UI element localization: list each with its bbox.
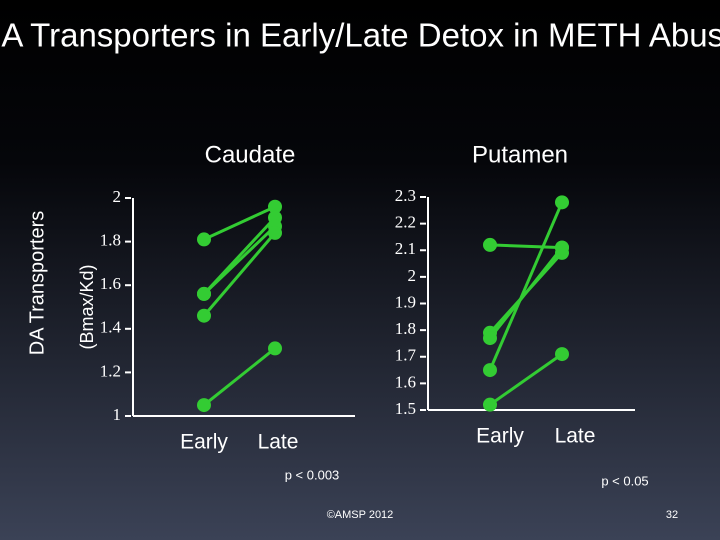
point: [483, 237, 497, 252]
y-tick-label: 1.2: [100, 361, 121, 380]
page-number: 32: [666, 509, 678, 521]
series-line: [203, 347, 276, 407]
y-tick-label: 2: [408, 266, 417, 285]
point: [483, 363, 497, 378]
point: [555, 195, 569, 210]
x-tick-label: Early: [476, 425, 524, 448]
y-tick-label: 1.6: [100, 274, 121, 293]
point: [555, 347, 569, 362]
y-tick-label: 1.8: [100, 231, 121, 250]
y-tick-label: 2.2: [395, 213, 416, 232]
y-tick-label: 2.1: [395, 239, 416, 258]
series-line: [489, 243, 563, 250]
outer-y-label: DA Transporters: [26, 211, 48, 356]
series-line: [488, 201, 564, 371]
y-tick-label: 2: [113, 187, 122, 206]
y-tick-label: 1.4: [100, 318, 122, 337]
y-tick-label: 2.3: [395, 186, 416, 205]
y-tick-label: 1: [113, 405, 122, 424]
point: [268, 199, 282, 214]
series-line: [488, 246, 564, 340]
slide-title: DA Transporters in Early/Late Detox in M…: [0, 17, 720, 54]
point: [197, 286, 211, 301]
point: [555, 240, 569, 255]
annotation: p < 0.05: [601, 473, 648, 488]
series-line: [202, 225, 277, 296]
y-tick-label: 1.8: [395, 319, 416, 338]
point: [268, 341, 282, 356]
y-tick-label: 1.7: [395, 346, 417, 365]
series-line: [489, 352, 563, 406]
x-tick-label: Early: [180, 431, 228, 454]
footer: ©AMSP 2012: [327, 509, 394, 521]
x-tick-label: Late: [555, 425, 596, 448]
y-tick-label: 1.5: [395, 399, 416, 418]
chart-title: Caudate: [205, 141, 296, 168]
point: [197, 308, 211, 323]
point: [268, 225, 282, 240]
x-tick-label: Late: [258, 431, 299, 454]
series-line: [202, 231, 277, 317]
annotation: p < 0.003: [285, 467, 340, 482]
y-tick-label: 1.6: [395, 372, 416, 391]
point: [483, 331, 497, 346]
y-axis-label: (Bmax/Kd): [77, 264, 97, 349]
point: [483, 397, 497, 412]
chart-title: Putamen: [472, 141, 568, 168]
series-line: [203, 205, 276, 241]
y-tick-label: 1.9: [395, 292, 416, 311]
point: [197, 398, 211, 413]
point: [197, 232, 211, 247]
